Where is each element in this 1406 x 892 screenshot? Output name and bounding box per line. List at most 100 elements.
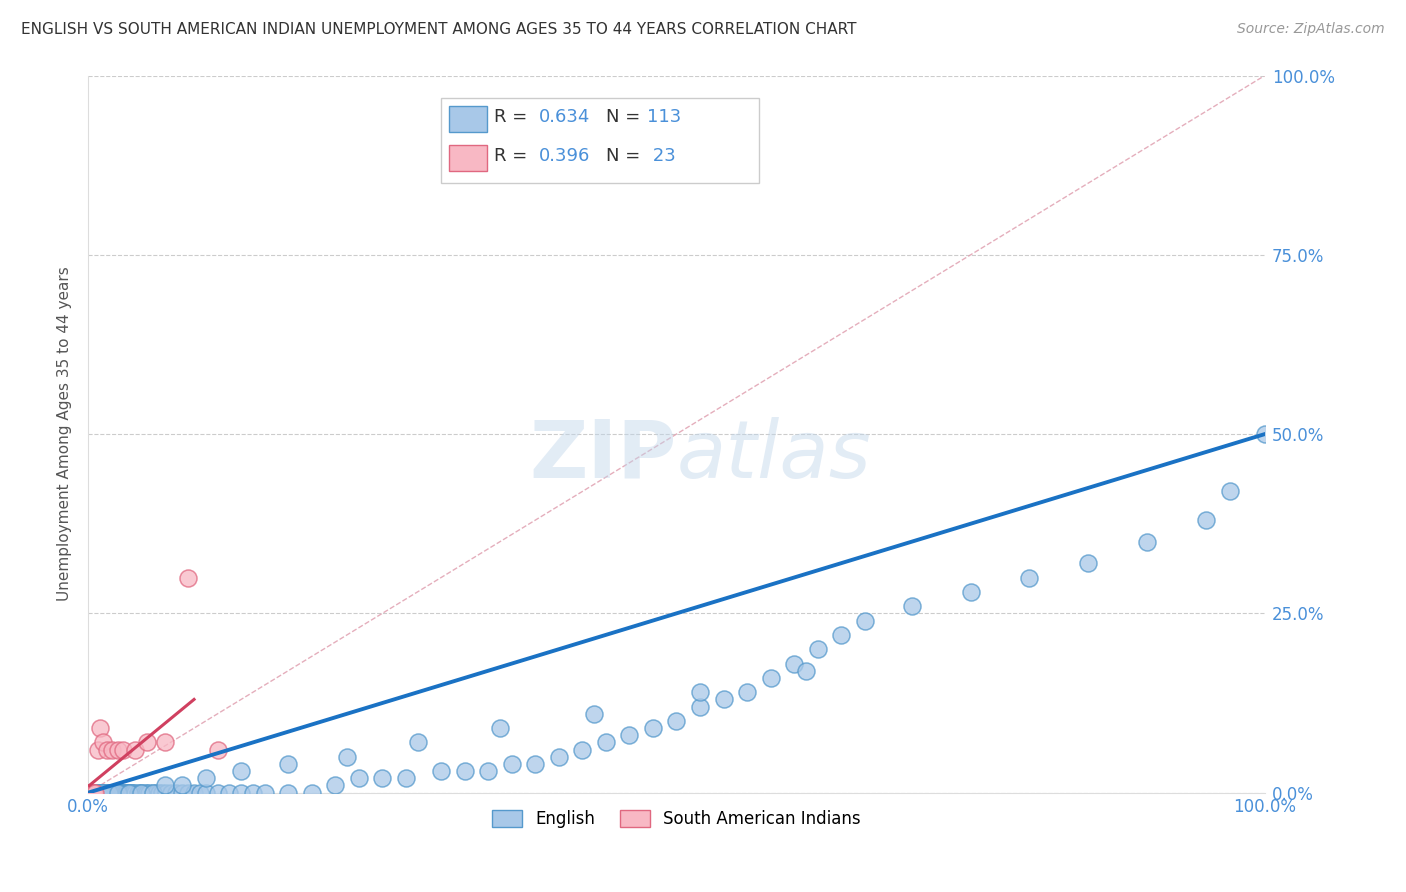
Point — [129, 786, 152, 800]
Point — [150, 786, 173, 800]
Point — [79, 786, 101, 800]
Point — [114, 786, 136, 800]
Point — [107, 786, 129, 800]
Point — [794, 664, 817, 678]
Text: R =: R = — [494, 147, 533, 165]
Point — [759, 671, 782, 685]
Point — [172, 786, 194, 800]
Point — [80, 786, 103, 800]
Point — [115, 786, 138, 800]
Point — [301, 786, 323, 800]
Point — [77, 786, 100, 800]
Point — [100, 742, 122, 756]
Point — [229, 764, 252, 779]
Point — [120, 786, 142, 800]
Point — [93, 786, 115, 800]
Point — [641, 721, 664, 735]
Point — [159, 786, 181, 800]
Point — [86, 742, 108, 756]
Y-axis label: Unemployment Among Ages 35 to 44 years: Unemployment Among Ages 35 to 44 years — [58, 267, 72, 601]
Text: Source: ZipAtlas.com: Source: ZipAtlas.com — [1237, 22, 1385, 37]
Point — [118, 786, 141, 800]
Point — [547, 749, 569, 764]
FancyBboxPatch shape — [450, 145, 486, 171]
Point — [94, 786, 117, 800]
Point — [1136, 534, 1159, 549]
Point — [253, 786, 276, 800]
Point — [86, 786, 108, 800]
Point — [84, 786, 107, 800]
Point — [229, 786, 252, 800]
Point — [77, 786, 100, 800]
Point — [96, 786, 118, 800]
Point — [853, 614, 876, 628]
Point — [336, 749, 359, 764]
Point — [477, 764, 499, 779]
Point — [82, 786, 104, 800]
Point — [105, 786, 128, 800]
Point — [93, 735, 115, 749]
Point — [91, 786, 114, 800]
Text: 113: 113 — [647, 108, 682, 126]
Point — [118, 786, 141, 800]
Point — [136, 735, 159, 749]
Point — [807, 642, 830, 657]
Point — [501, 756, 523, 771]
Point — [84, 786, 107, 800]
Point — [148, 786, 170, 800]
Point — [107, 786, 129, 800]
FancyBboxPatch shape — [441, 98, 759, 183]
Point — [136, 786, 159, 800]
Point — [131, 786, 153, 800]
Point — [83, 786, 105, 800]
Text: 23: 23 — [647, 147, 676, 165]
Point — [830, 628, 852, 642]
Point — [218, 786, 240, 800]
Point — [111, 786, 134, 800]
Point — [77, 786, 100, 800]
Text: 0.396: 0.396 — [538, 147, 591, 165]
Point — [783, 657, 806, 671]
Point — [371, 772, 394, 786]
Point — [112, 786, 135, 800]
Point — [735, 685, 758, 699]
Point — [80, 786, 103, 800]
Point — [90, 786, 112, 800]
Point — [1218, 484, 1240, 499]
Point — [97, 786, 120, 800]
Point — [108, 786, 131, 800]
Point — [142, 786, 165, 800]
Point — [595, 735, 617, 749]
Point — [86, 786, 108, 800]
Text: N =: N = — [606, 108, 645, 126]
Text: atlas: atlas — [676, 417, 872, 494]
Point — [82, 786, 104, 800]
Point — [142, 786, 165, 800]
Legend: English, South American Indians: English, South American Indians — [485, 803, 868, 835]
Point — [117, 786, 139, 800]
Text: 0.634: 0.634 — [538, 108, 591, 126]
Point — [98, 786, 121, 800]
Point — [177, 786, 200, 800]
Point — [138, 786, 160, 800]
Point — [100, 786, 122, 800]
Point — [1254, 427, 1277, 442]
Point — [79, 786, 101, 800]
Point — [129, 786, 152, 800]
Point — [172, 779, 194, 793]
Point — [107, 742, 129, 756]
Point — [79, 786, 101, 800]
Point — [619, 728, 641, 742]
Point — [665, 714, 688, 728]
Point — [323, 779, 346, 793]
Point — [101, 786, 124, 800]
Point — [524, 756, 547, 771]
Point — [207, 786, 229, 800]
Point — [571, 742, 593, 756]
Point — [124, 786, 146, 800]
Point — [959, 585, 981, 599]
Point — [86, 786, 108, 800]
Point — [83, 786, 105, 800]
Point — [89, 721, 111, 735]
Point — [107, 786, 129, 800]
